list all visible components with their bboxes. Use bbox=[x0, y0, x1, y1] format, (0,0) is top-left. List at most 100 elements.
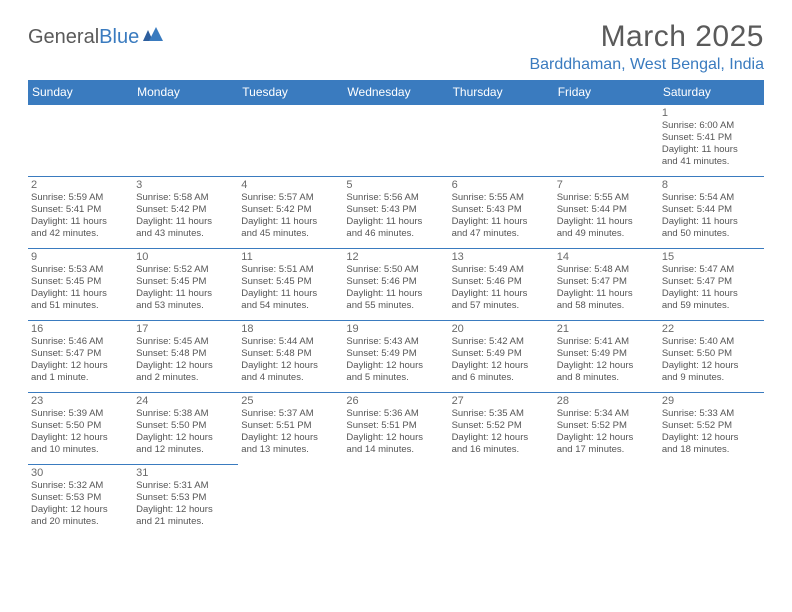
calendar-cell: 12Sunrise: 5:50 AMSunset: 5:46 PMDayligh… bbox=[343, 249, 448, 321]
calendar-cell: 19Sunrise: 5:43 AMSunset: 5:49 PMDayligh… bbox=[343, 321, 448, 393]
calendar-row: 16Sunrise: 5:46 AMSunset: 5:47 PMDayligh… bbox=[28, 321, 764, 393]
day-info: Sunrise: 5:54 AMSunset: 5:44 PMDaylight:… bbox=[662, 192, 761, 240]
day-number: 10 bbox=[136, 251, 235, 263]
day-info: Sunrise: 5:49 AMSunset: 5:46 PMDaylight:… bbox=[452, 264, 551, 312]
day-number: 21 bbox=[557, 323, 656, 335]
calendar-cell: 8Sunrise: 5:54 AMSunset: 5:44 PMDaylight… bbox=[659, 177, 764, 249]
day-header: Monday bbox=[133, 80, 238, 105]
day-info: Sunrise: 5:57 AMSunset: 5:42 PMDaylight:… bbox=[241, 192, 340, 240]
calendar-cell: 3Sunrise: 5:58 AMSunset: 5:42 PMDaylight… bbox=[133, 177, 238, 249]
day-info: Sunrise: 5:31 AMSunset: 5:53 PMDaylight:… bbox=[136, 480, 235, 528]
day-number: 30 bbox=[31, 467, 130, 479]
logo-text-1: General bbox=[28, 26, 99, 49]
calendar-row: 23Sunrise: 5:39 AMSunset: 5:50 PMDayligh… bbox=[28, 393, 764, 465]
day-header: Sunday bbox=[28, 80, 133, 105]
day-number: 26 bbox=[346, 395, 445, 407]
day-info: Sunrise: 5:43 AMSunset: 5:49 PMDaylight:… bbox=[346, 336, 445, 384]
day-header: Friday bbox=[554, 80, 659, 105]
day-number: 1 bbox=[662, 107, 761, 119]
day-number: 9 bbox=[31, 251, 130, 263]
day-info: Sunrise: 5:33 AMSunset: 5:52 PMDaylight:… bbox=[662, 408, 761, 456]
day-info: Sunrise: 5:52 AMSunset: 5:45 PMDaylight:… bbox=[136, 264, 235, 312]
day-number: 29 bbox=[662, 395, 761, 407]
calendar-cell: 14Sunrise: 5:48 AMSunset: 5:47 PMDayligh… bbox=[554, 249, 659, 321]
calendar-cell: 24Sunrise: 5:38 AMSunset: 5:50 PMDayligh… bbox=[133, 393, 238, 465]
calendar-row: 1Sunrise: 6:00 AMSunset: 5:41 PMDaylight… bbox=[28, 105, 764, 177]
header-row: SundayMondayTuesdayWednesdayThursdayFrid… bbox=[28, 80, 764, 105]
calendar-row: 9Sunrise: 5:53 AMSunset: 5:45 PMDaylight… bbox=[28, 249, 764, 321]
day-info: Sunrise: 5:53 AMSunset: 5:45 PMDaylight:… bbox=[31, 264, 130, 312]
calendar-cell bbox=[238, 105, 343, 177]
day-number: 13 bbox=[452, 251, 551, 263]
day-info: Sunrise: 5:56 AMSunset: 5:43 PMDaylight:… bbox=[346, 192, 445, 240]
day-number: 7 bbox=[557, 179, 656, 191]
calendar-cell: 7Sunrise: 5:55 AMSunset: 5:44 PMDaylight… bbox=[554, 177, 659, 249]
calendar-cell: 29Sunrise: 5:33 AMSunset: 5:52 PMDayligh… bbox=[659, 393, 764, 465]
calendar-cell: 21Sunrise: 5:41 AMSunset: 5:49 PMDayligh… bbox=[554, 321, 659, 393]
day-info: Sunrise: 5:39 AMSunset: 5:50 PMDaylight:… bbox=[31, 408, 130, 456]
calendar-cell bbox=[343, 465, 448, 537]
calendar-cell bbox=[554, 105, 659, 177]
month-title: March 2025 bbox=[529, 20, 764, 54]
flag-icon bbox=[143, 26, 165, 49]
calendar-cell: 4Sunrise: 5:57 AMSunset: 5:42 PMDaylight… bbox=[238, 177, 343, 249]
day-number: 15 bbox=[662, 251, 761, 263]
day-number: 19 bbox=[346, 323, 445, 335]
calendar-cell: 23Sunrise: 5:39 AMSunset: 5:50 PMDayligh… bbox=[28, 393, 133, 465]
day-header: Saturday bbox=[659, 80, 764, 105]
logo: GeneralBlue bbox=[28, 20, 165, 49]
day-number: 20 bbox=[452, 323, 551, 335]
day-info: Sunrise: 5:48 AMSunset: 5:47 PMDaylight:… bbox=[557, 264, 656, 312]
day-info: Sunrise: 5:50 AMSunset: 5:46 PMDaylight:… bbox=[346, 264, 445, 312]
calendar-row: 30Sunrise: 5:32 AMSunset: 5:53 PMDayligh… bbox=[28, 465, 764, 537]
day-info: Sunrise: 5:59 AMSunset: 5:41 PMDaylight:… bbox=[31, 192, 130, 240]
day-info: Sunrise: 5:40 AMSunset: 5:50 PMDaylight:… bbox=[662, 336, 761, 384]
day-number: 2 bbox=[31, 179, 130, 191]
day-number: 6 bbox=[452, 179, 551, 191]
day-number: 12 bbox=[346, 251, 445, 263]
day-info: Sunrise: 5:44 AMSunset: 5:48 PMDaylight:… bbox=[241, 336, 340, 384]
calendar-cell: 27Sunrise: 5:35 AMSunset: 5:52 PMDayligh… bbox=[449, 393, 554, 465]
day-number: 27 bbox=[452, 395, 551, 407]
calendar-cell: 1Sunrise: 6:00 AMSunset: 5:41 PMDaylight… bbox=[659, 105, 764, 177]
day-number: 28 bbox=[557, 395, 656, 407]
calendar-row: 2Sunrise: 5:59 AMSunset: 5:41 PMDaylight… bbox=[28, 177, 764, 249]
calendar-cell: 15Sunrise: 5:47 AMSunset: 5:47 PMDayligh… bbox=[659, 249, 764, 321]
day-number: 14 bbox=[557, 251, 656, 263]
header: GeneralBlue March 2025 Barddhaman, West … bbox=[28, 20, 764, 74]
day-info: Sunrise: 5:58 AMSunset: 5:42 PMDaylight:… bbox=[136, 192, 235, 240]
logo-text-2: Blue bbox=[99, 26, 139, 49]
day-number: 24 bbox=[136, 395, 235, 407]
day-info: Sunrise: 5:34 AMSunset: 5:52 PMDaylight:… bbox=[557, 408, 656, 456]
calendar-cell bbox=[659, 465, 764, 537]
calendar-cell: 31Sunrise: 5:31 AMSunset: 5:53 PMDayligh… bbox=[133, 465, 238, 537]
calendar-cell: 30Sunrise: 5:32 AMSunset: 5:53 PMDayligh… bbox=[28, 465, 133, 537]
calendar-cell bbox=[554, 465, 659, 537]
calendar-cell bbox=[238, 465, 343, 537]
calendar-cell: 16Sunrise: 5:46 AMSunset: 5:47 PMDayligh… bbox=[28, 321, 133, 393]
day-info: Sunrise: 5:41 AMSunset: 5:49 PMDaylight:… bbox=[557, 336, 656, 384]
day-number: 16 bbox=[31, 323, 130, 335]
day-info: Sunrise: 5:37 AMSunset: 5:51 PMDaylight:… bbox=[241, 408, 340, 456]
day-info: Sunrise: 5:38 AMSunset: 5:50 PMDaylight:… bbox=[136, 408, 235, 456]
calendar-cell: 22Sunrise: 5:40 AMSunset: 5:50 PMDayligh… bbox=[659, 321, 764, 393]
calendar-cell: 2Sunrise: 5:59 AMSunset: 5:41 PMDaylight… bbox=[28, 177, 133, 249]
calendar-cell: 25Sunrise: 5:37 AMSunset: 5:51 PMDayligh… bbox=[238, 393, 343, 465]
day-info: Sunrise: 5:47 AMSunset: 5:47 PMDaylight:… bbox=[662, 264, 761, 312]
calendar-cell bbox=[449, 465, 554, 537]
day-number: 3 bbox=[136, 179, 235, 191]
calendar-cell bbox=[133, 105, 238, 177]
calendar-cell: 20Sunrise: 5:42 AMSunset: 5:49 PMDayligh… bbox=[449, 321, 554, 393]
day-info: Sunrise: 5:32 AMSunset: 5:53 PMDaylight:… bbox=[31, 480, 130, 528]
day-info: Sunrise: 5:36 AMSunset: 5:51 PMDaylight:… bbox=[346, 408, 445, 456]
day-number: 4 bbox=[241, 179, 340, 191]
day-number: 23 bbox=[31, 395, 130, 407]
calendar-cell: 17Sunrise: 5:45 AMSunset: 5:48 PMDayligh… bbox=[133, 321, 238, 393]
calendar-cell: 18Sunrise: 5:44 AMSunset: 5:48 PMDayligh… bbox=[238, 321, 343, 393]
title-block: March 2025 Barddhaman, West Bengal, Indi… bbox=[529, 20, 764, 74]
day-number: 11 bbox=[241, 251, 340, 263]
day-number: 17 bbox=[136, 323, 235, 335]
calendar-cell: 9Sunrise: 5:53 AMSunset: 5:45 PMDaylight… bbox=[28, 249, 133, 321]
day-info: Sunrise: 5:42 AMSunset: 5:49 PMDaylight:… bbox=[452, 336, 551, 384]
day-info: Sunrise: 5:46 AMSunset: 5:47 PMDaylight:… bbox=[31, 336, 130, 384]
